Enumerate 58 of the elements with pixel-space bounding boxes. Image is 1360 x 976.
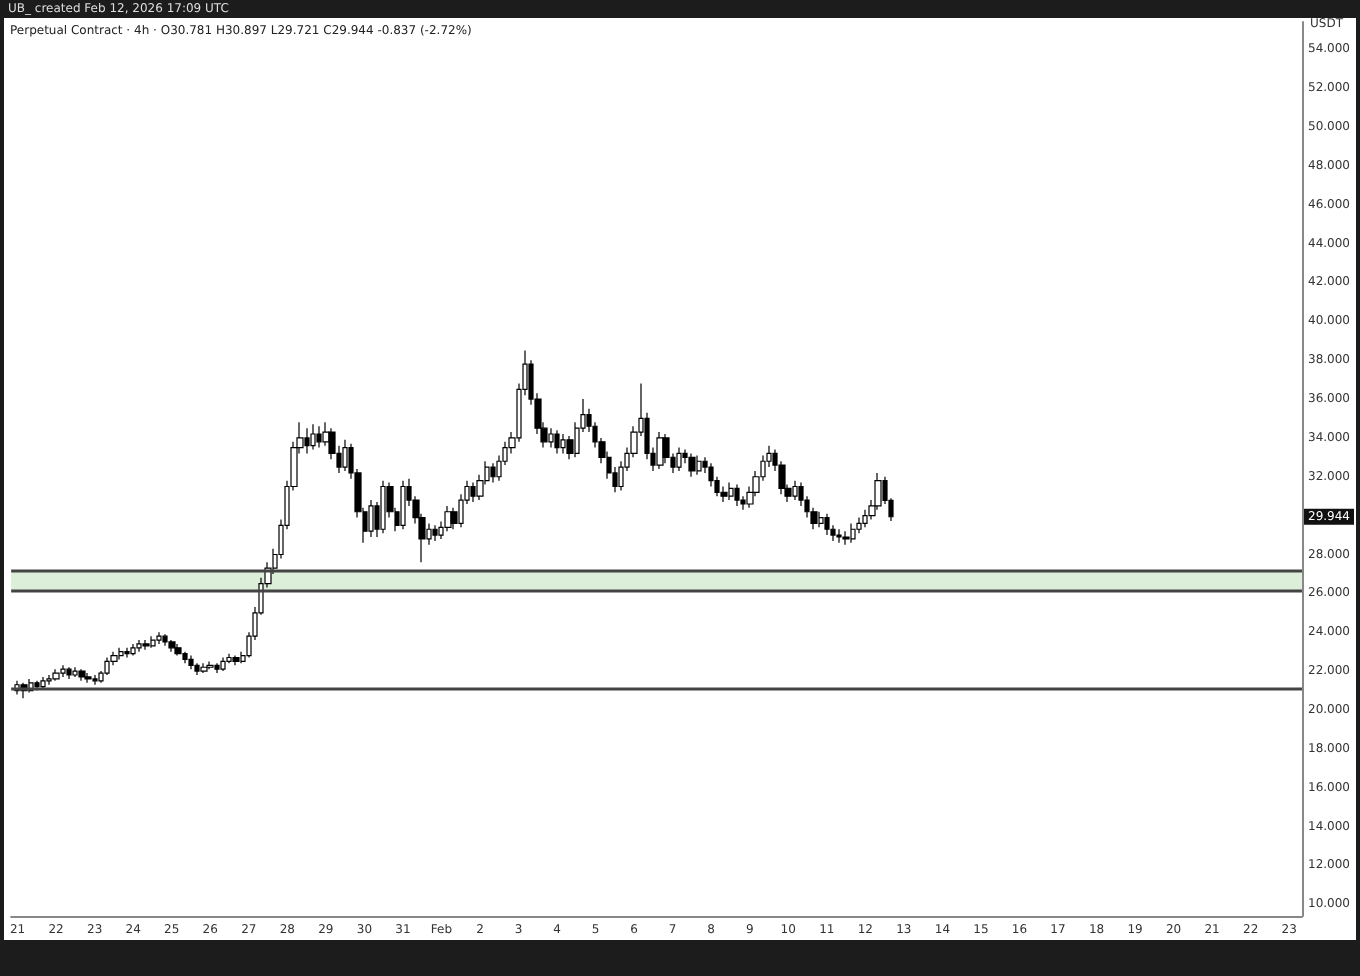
- candlestick: [142, 639, 150, 651]
- candlestick: [72, 666, 78, 678]
- candlestick: [194, 662, 200, 676]
- candlestick: [734, 483, 740, 507]
- candlestick: [432, 524, 438, 542]
- candlestick: [182, 651, 188, 664]
- candlestick: [720, 485, 728, 503]
- candlestick: [226, 653, 232, 664]
- candlestick: [220, 656, 226, 672]
- candlestick: [850, 522, 856, 544]
- candlestick: [824, 513, 830, 536]
- candlestick: [708, 462, 714, 488]
- candlestick: [400, 480, 406, 530]
- candlestick: [342, 439, 348, 472]
- candlestick: [174, 643, 182, 657]
- candlestick: [206, 660, 214, 670]
- candlestick: [560, 433, 566, 455]
- candlestick: [728, 482, 734, 501]
- candlestick: [46, 674, 52, 686]
- candlestick: [696, 454, 702, 476]
- candlestick: [836, 528, 842, 544]
- candlestick: [676, 447, 682, 472]
- candlestick: [168, 639, 176, 653]
- candlestick: [470, 482, 476, 503]
- candlestick: [188, 654, 194, 670]
- candlestick: [66, 666, 72, 680]
- candlestick: [214, 662, 220, 674]
- candlestick: [688, 452, 696, 478]
- candlestick: [304, 427, 310, 455]
- candlestick: [124, 647, 130, 659]
- candlestick: [150, 635, 156, 649]
- candlestick: [554, 429, 560, 455]
- candlestick: [656, 431, 664, 470]
- candlestick: [200, 662, 208, 674]
- candlestick: [52, 668, 60, 682]
- candlestick: [104, 656, 110, 676]
- candlestick: [40, 676, 46, 690]
- candlestick: [444, 505, 452, 532]
- candlestick: [136, 639, 142, 653]
- candlestick: [548, 427, 554, 449]
- candlestick: [316, 425, 322, 449]
- candlestick: [368, 499, 374, 538]
- candlestick: [130, 643, 136, 657]
- candlestick: [162, 633, 168, 647]
- candlestick: [60, 664, 66, 678]
- candlestick: [310, 423, 316, 451]
- candlestick: [78, 668, 86, 682]
- candlestick: [842, 530, 850, 546]
- candlestick: [156, 631, 162, 645]
- candlestick: [380, 480, 386, 534]
- candlestick: [34, 680, 40, 692]
- candlestick: [232, 654, 240, 666]
- candlestick: [792, 480, 798, 501]
- candlestick: [84, 672, 92, 684]
- candlestick: [818, 511, 824, 528]
- candlestick: [92, 674, 98, 686]
- candlestick: [490, 462, 496, 484]
- candlestick: [118, 647, 124, 661]
